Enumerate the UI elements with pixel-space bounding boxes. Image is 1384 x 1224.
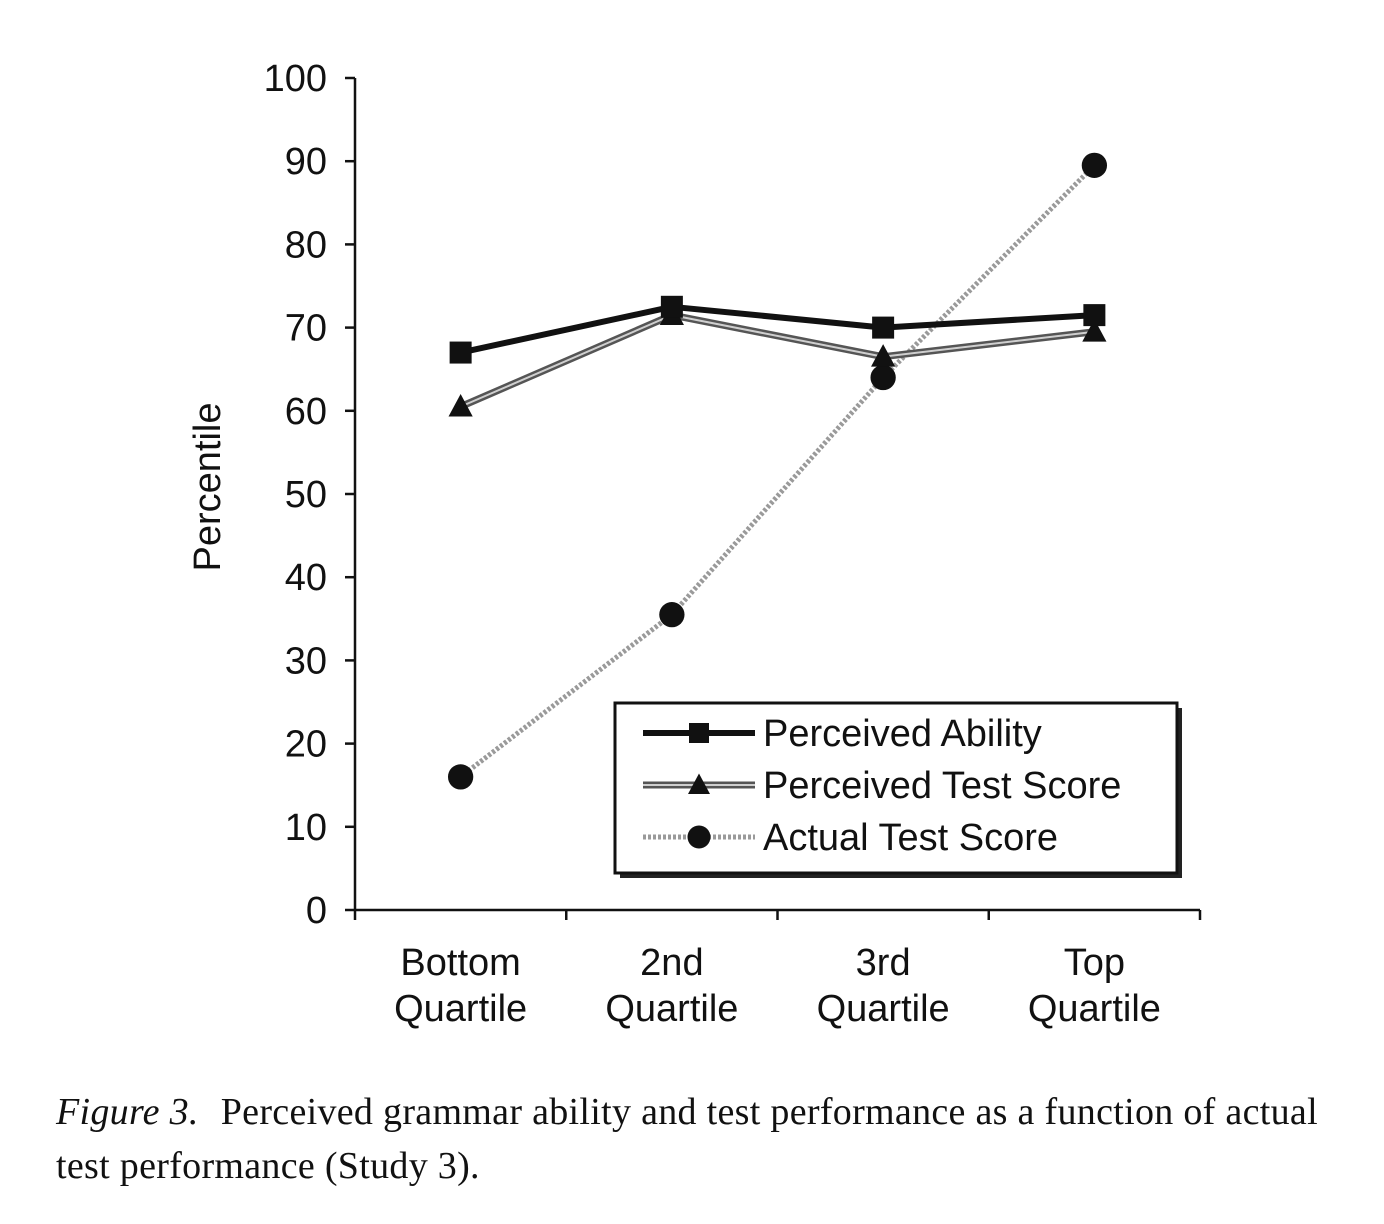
legend-entry: Perceived Ability (643, 713, 1042, 755)
data-point-circle (659, 601, 685, 628)
series-layer (447, 152, 1108, 790)
x-category-label-line: Quartile (1028, 988, 1161, 1030)
figure-label: Figure 3. (56, 1091, 199, 1133)
data-point-triangle (688, 773, 710, 794)
data-point-circle (870, 364, 896, 391)
x-category-label-line: 2nd (640, 942, 703, 984)
data-point-circle (1081, 152, 1108, 179)
legend: Perceived Ability Perceived Test Score Act… (613, 701, 1182, 878)
data-point-square (449, 341, 472, 364)
legend-label: Perceived Test Score (763, 765, 1121, 807)
x-category-label: 3rd Quartile (817, 942, 950, 1030)
y-tick-label: 40 (285, 557, 327, 599)
y-tick-label: 60 (285, 391, 327, 433)
series-line (459, 303, 1095, 356)
data-point-square (872, 316, 895, 339)
markers-perceived-ability (449, 295, 1106, 364)
legend-entry: Perceived Test Score (643, 765, 1121, 807)
y-tick-label: 0 (306, 890, 327, 932)
y-tick-label: 10 (285, 807, 327, 849)
series-perceived-ability (459, 303, 1095, 356)
legend-label: Actual Test Score (763, 817, 1058, 859)
x-category-label: Top Quartile (1028, 942, 1161, 1030)
x-category-label: 2nd Quartile (605, 942, 738, 1030)
x-category-label-line: Bottom (400, 942, 520, 984)
x-category-label-line: Quartile (817, 988, 950, 1030)
data-point-square (660, 295, 683, 318)
series-line (459, 311, 1095, 410)
data-point-circle (447, 764, 474, 790)
y-tick-label: 30 (285, 640, 327, 682)
x-category-label-line: 3rd (856, 942, 911, 984)
x-category-label-line: Quartile (605, 988, 738, 1030)
data-point-circle (687, 825, 711, 849)
y-axis-title: Percentile (187, 403, 229, 572)
series-perceived-test-score (459, 311, 1095, 410)
y-tick-label: 50 (285, 474, 327, 516)
data-point-triangle (1082, 319, 1107, 342)
data-point-square (689, 723, 709, 743)
x-category-label-line: Top (1064, 942, 1125, 984)
data-point-triangle (448, 393, 473, 417)
legend-entry: Actual Test Score (643, 817, 1058, 859)
y-tick-label: 100 (264, 58, 327, 100)
figure-caption: Figure 3. Perceived grammar ability and t… (56, 1085, 1346, 1193)
series-actual-test-score (459, 163, 1097, 779)
y-tick-label: 20 (285, 724, 327, 766)
caption-text: Perceived grammar ability and test perfo… (56, 1091, 1318, 1187)
y-tick-label: 80 (285, 224, 327, 266)
data-point-square (1083, 304, 1106, 327)
x-category-label: Bottom Quartile (394, 942, 527, 1030)
series-line-inner (460, 314, 1095, 408)
x-category-label-line: Quartile (394, 988, 527, 1030)
markers-actual-test-score (447, 152, 1108, 790)
legend-label: Perceived Ability (763, 713, 1042, 755)
y-tick-label: 70 (285, 308, 327, 350)
y-tick-label: 90 (285, 141, 327, 183)
y-axis: 0 10 20 30 40 50 60 70 80 90 100 (264, 58, 357, 932)
data-point-triangle (871, 344, 896, 367)
series-line (459, 163, 1097, 779)
